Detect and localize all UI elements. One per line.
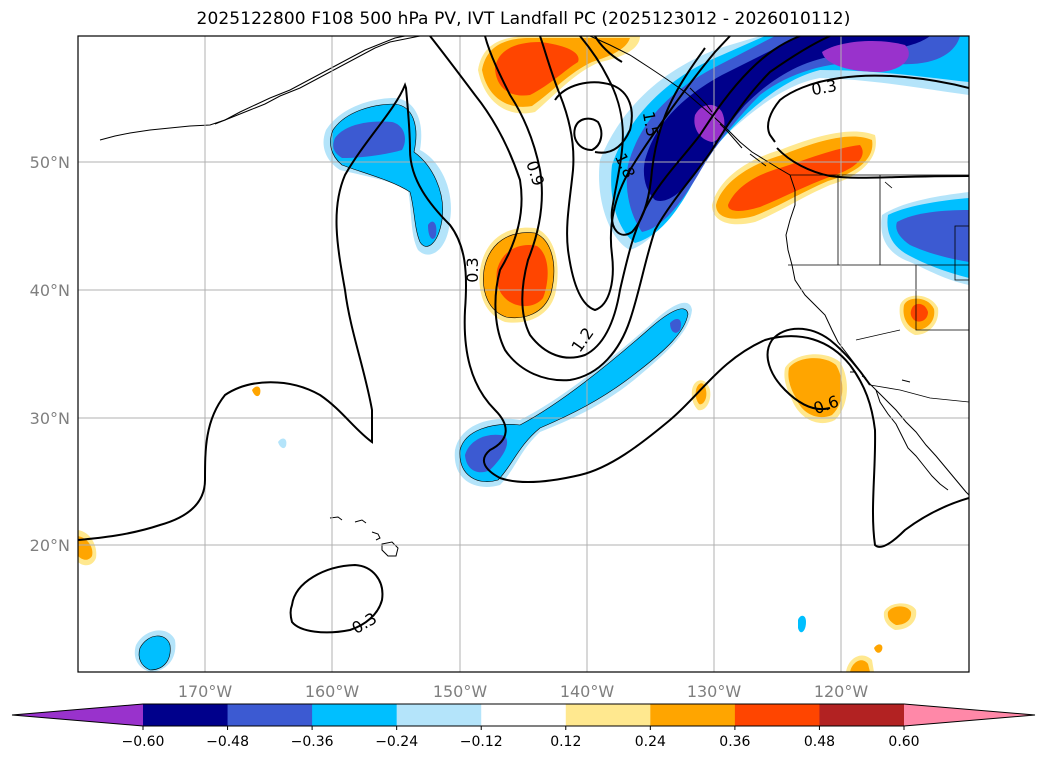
lon-label-140w: 140°W bbox=[560, 682, 615, 701]
longitude-labels: 170°W 160°W 150°W 140°W 130°W 120°W bbox=[178, 682, 869, 701]
bc-island-chain bbox=[689, 87, 767, 167]
contour-0p9 bbox=[429, 36, 831, 382]
contour-0p6-north bbox=[594, 36, 623, 63]
colorbar: −0.60 −0.48 −0.36 −0.24 −0.12 0.12 0.24 0.36 0.4… bbox=[11, 703, 1036, 750]
colorbar-extend-high bbox=[904, 704, 1035, 726]
colorbar-segment bbox=[819, 704, 905, 726]
colorbar-tick-label: 0.60 bbox=[888, 734, 919, 750]
colorbar-tick-label: 0.36 bbox=[719, 734, 750, 750]
contour-label: 0.3 bbox=[810, 76, 838, 99]
pv-shading bbox=[78, 36, 969, 672]
state-borders bbox=[788, 175, 969, 341]
colorbar-tick-label: 0.48 bbox=[804, 734, 835, 750]
colorbar-segment bbox=[312, 704, 398, 726]
mexico-border bbox=[869, 384, 969, 403]
colorbar-segment bbox=[734, 704, 820, 726]
negative-anomaly-small-1 bbox=[798, 615, 806, 633]
negative-anomaly-south-core bbox=[139, 635, 171, 670]
west-coast bbox=[785, 174, 969, 496]
outline-south bbox=[138, 635, 171, 671]
lon-label-120w: 120°W bbox=[814, 682, 869, 701]
colorbar-segment bbox=[481, 704, 567, 726]
lat-label-20n: 20°N bbox=[30, 536, 70, 555]
coastlines bbox=[99, 36, 969, 557]
contour-label: 0.3 bbox=[463, 257, 482, 282]
colorbar-segment bbox=[396, 704, 482, 726]
contour-1p8 bbox=[579, 36, 706, 236]
negative-anomaly-subtropical-mid bbox=[459, 308, 688, 482]
contour-0p3-south bbox=[289, 563, 384, 634]
colorbar-tick-label: −0.24 bbox=[375, 734, 418, 750]
negative-anomaly-aleutian-dot bbox=[428, 221, 437, 239]
contour-0p6-ne bbox=[776, 147, 969, 179]
contour-1p2 bbox=[484, 36, 801, 359]
colorbar-tick-label: −0.48 bbox=[206, 734, 249, 750]
alaska-coastline-2 bbox=[214, 36, 421, 125]
positive-anomaly-small-1-core bbox=[695, 383, 707, 405]
colorbar-tick-label: −0.60 bbox=[122, 734, 165, 750]
lat-label-30n: 30°N bbox=[30, 409, 70, 428]
contour-label: 1.5 bbox=[639, 110, 662, 138]
hawaii-islands bbox=[329, 516, 399, 557]
outline-central-positive bbox=[483, 232, 555, 318]
positive-anomaly-small-4-core bbox=[850, 660, 870, 672]
lon-label-170w: 170°W bbox=[178, 682, 233, 701]
colorbar-segment bbox=[227, 704, 313, 726]
lon-label-130w: 130°W bbox=[687, 682, 742, 701]
colorbar-extend-low bbox=[12, 704, 143, 726]
colorbar-tick-label: −0.12 bbox=[460, 734, 503, 750]
lat-label-40n: 40°N bbox=[30, 281, 70, 300]
ivt-contours bbox=[78, 36, 969, 634]
contour-0p6-se bbox=[766, 327, 871, 410]
outline-aleutian bbox=[330, 103, 443, 247]
negative-anomaly-purple-2 bbox=[822, 40, 909, 72]
contour-0p3-ne bbox=[767, 74, 969, 143]
negative-anomaly-interior-core bbox=[896, 210, 969, 262]
map-content: 0.3 0.9 1.5 1.8 1.2 0.3 0.6 0.3 bbox=[78, 36, 969, 672]
map-background bbox=[78, 36, 969, 672]
positive-anomaly-north-core bbox=[495, 42, 579, 96]
colorbar-segment bbox=[650, 704, 736, 726]
positive-anomaly-small-3-core bbox=[887, 606, 912, 625]
colorbar-tick-label: −0.36 bbox=[291, 734, 334, 750]
shading-outlines bbox=[138, 103, 689, 671]
contour-0p3-west bbox=[78, 82, 969, 548]
lon-label-160w: 160°W bbox=[305, 682, 360, 701]
colorbar-tick-label: 0.24 bbox=[635, 734, 666, 750]
colorbar-segment bbox=[143, 704, 229, 726]
contour-small-closed bbox=[573, 117, 603, 152]
positive-anomaly-nevada-core bbox=[910, 303, 928, 322]
negative-anomaly-subtropical-dot bbox=[670, 318, 682, 333]
negative-anomaly-small-2 bbox=[278, 438, 287, 449]
positive-anomaly-small-5 bbox=[874, 644, 883, 653]
map-frame bbox=[77, 35, 970, 673]
positive-anomaly-small-6 bbox=[252, 386, 261, 397]
colorbar-segment bbox=[565, 704, 651, 726]
colorbar-tick-label: 0.12 bbox=[550, 734, 581, 750]
lon-label-150w: 150°W bbox=[433, 682, 488, 701]
positive-anomaly-central-core bbox=[496, 245, 548, 307]
positive-anomaly-pnw-core bbox=[728, 145, 863, 211]
outline-subtropical bbox=[459, 308, 689, 482]
latitude-labels: 50°N 40°N 30°N 20°N bbox=[30, 153, 70, 555]
lat-label-50n: 50°N bbox=[30, 153, 70, 172]
se-alaska-coastline bbox=[589, 36, 791, 176]
contour-1p8-inner bbox=[554, 81, 633, 154]
baja-coastline bbox=[875, 389, 949, 491]
positive-anomaly-small-2-core bbox=[78, 536, 93, 560]
alaska-coastline bbox=[99, 36, 406, 141]
map-title: 2025122800 F108 500 hPa PV, IVT Landfall… bbox=[196, 9, 851, 29]
